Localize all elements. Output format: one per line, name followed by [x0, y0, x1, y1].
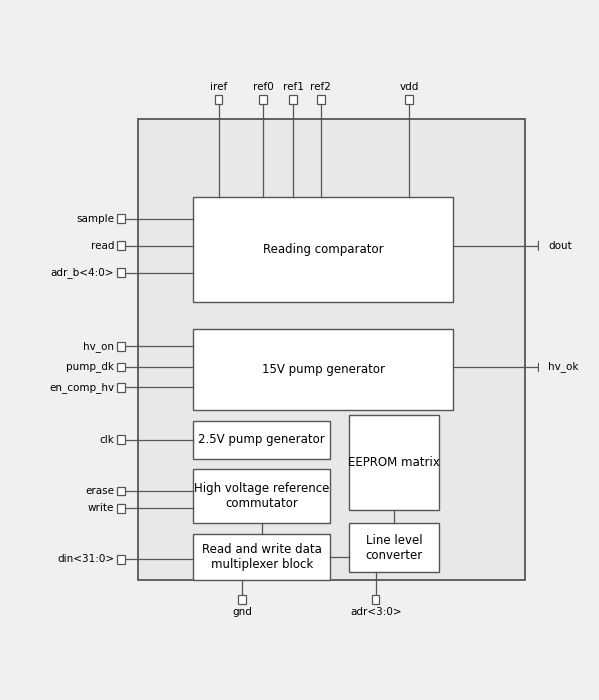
Bar: [238, 595, 246, 603]
Text: ref0: ref0: [253, 81, 273, 92]
Bar: [372, 595, 379, 603]
Bar: [117, 504, 125, 512]
Text: gnd: gnd: [232, 608, 252, 617]
Bar: [138, 119, 525, 580]
Text: erase: erase: [85, 486, 114, 496]
Bar: [215, 95, 222, 104]
Bar: [538, 241, 546, 250]
Bar: [193, 534, 330, 580]
Bar: [117, 241, 125, 250]
Bar: [117, 435, 125, 444]
Bar: [349, 524, 439, 572]
Text: dout: dout: [549, 241, 572, 251]
Text: hv_ok: hv_ok: [549, 361, 579, 372]
Text: ref2: ref2: [310, 81, 331, 92]
Text: 2.5V pump generator: 2.5V pump generator: [198, 433, 325, 446]
Text: write: write: [88, 503, 114, 513]
Bar: [317, 95, 325, 104]
Bar: [117, 268, 125, 277]
Bar: [117, 486, 125, 496]
Text: High voltage reference
commutator: High voltage reference commutator: [194, 482, 329, 510]
Text: adr<3:0>: adr<3:0>: [350, 608, 401, 617]
Text: 15V pump generator: 15V pump generator: [262, 363, 385, 376]
Bar: [406, 95, 413, 104]
Bar: [193, 197, 453, 302]
Text: hv_on: hv_on: [83, 341, 114, 352]
Bar: [117, 383, 125, 392]
Bar: [193, 421, 330, 458]
Text: din<31:0>: din<31:0>: [58, 554, 114, 564]
Bar: [117, 555, 125, 564]
Bar: [117, 342, 125, 351]
Bar: [538, 363, 546, 371]
Text: read: read: [91, 241, 114, 251]
Text: pump_dk: pump_dk: [66, 361, 114, 372]
Text: Reading comparator: Reading comparator: [263, 243, 383, 256]
Text: EEPROM matrix: EEPROM matrix: [348, 456, 440, 469]
Text: clk: clk: [99, 435, 114, 444]
Text: sample: sample: [76, 214, 114, 224]
Text: Line level
converter: Line level converter: [365, 533, 423, 561]
Bar: [193, 470, 330, 524]
Text: ref1: ref1: [283, 81, 304, 92]
Bar: [193, 329, 453, 410]
Text: Read and write data
multiplexer block: Read and write data multiplexer block: [202, 543, 322, 571]
Text: en_comp_hv: en_comp_hv: [49, 382, 114, 393]
Bar: [259, 95, 267, 104]
Bar: [117, 363, 125, 371]
Bar: [117, 214, 125, 223]
Text: vdd: vdd: [400, 81, 419, 92]
Bar: [289, 95, 297, 104]
Text: iref: iref: [210, 81, 228, 92]
Text: adr_b<4:0>: adr_b<4:0>: [51, 267, 114, 278]
Bar: [349, 416, 439, 510]
